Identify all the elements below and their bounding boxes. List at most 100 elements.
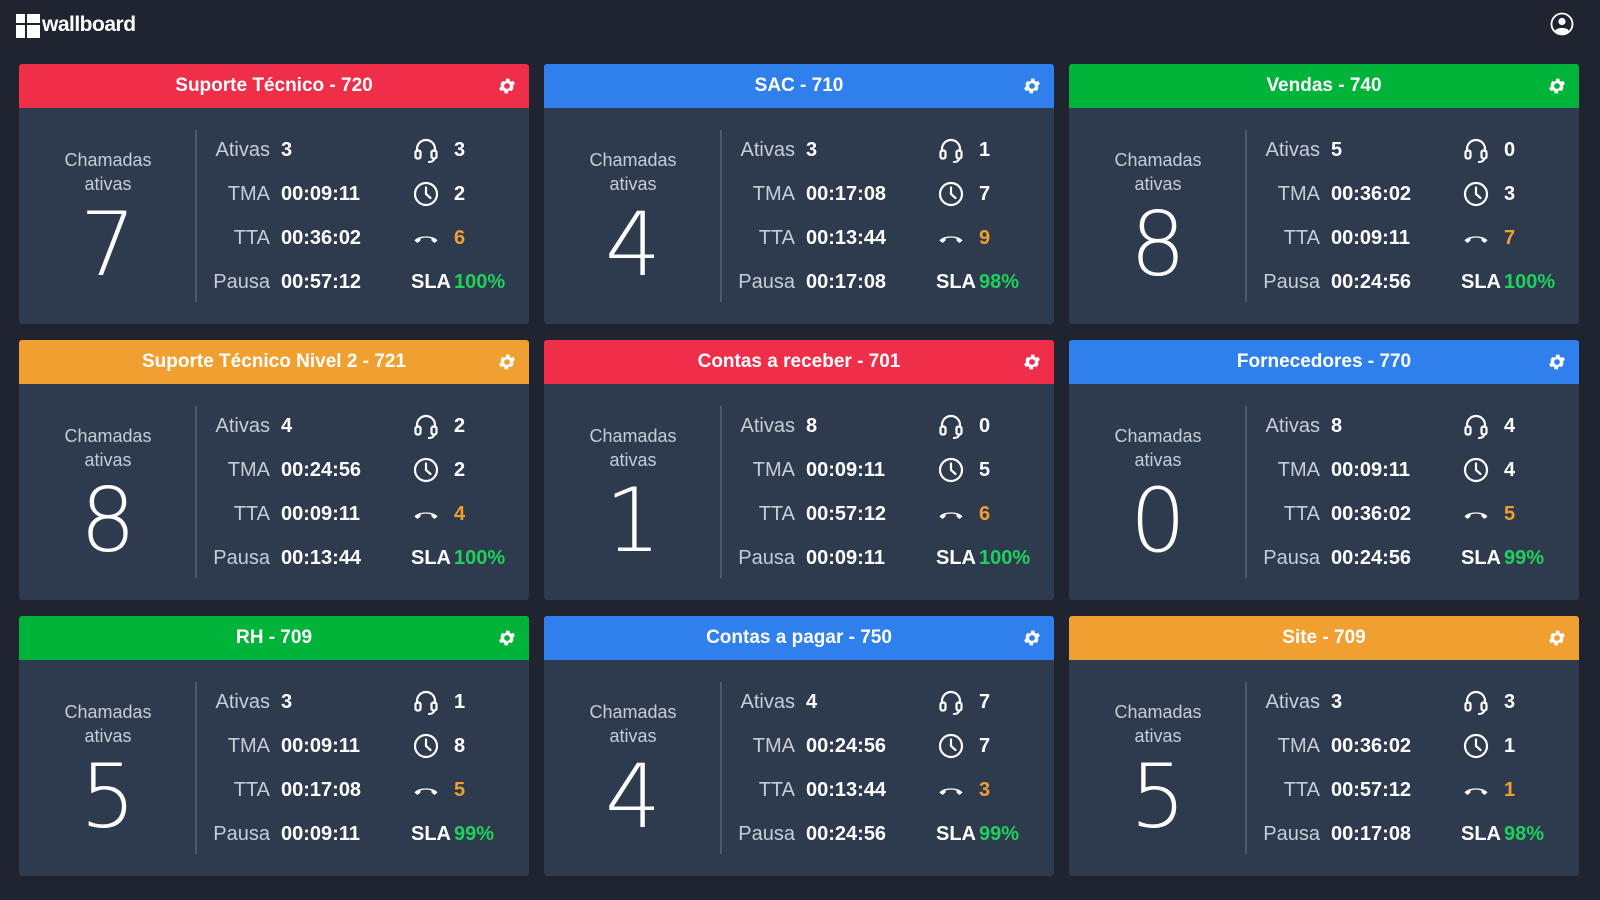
queue-card-header: Site - 709 bbox=[1069, 616, 1579, 660]
active-calls-count: 4 bbox=[605, 745, 661, 848]
sla-value: 99% bbox=[979, 823, 1020, 845]
active-calls-label-line1: Chamadas bbox=[1114, 702, 1202, 722]
tta-label: TTA bbox=[1283, 779, 1320, 801]
ativas-value: 8 bbox=[1331, 415, 1343, 437]
ativas-label: Ativas bbox=[215, 415, 270, 437]
tma-value: 00:09:11 bbox=[281, 183, 360, 205]
active-calls-label: Chamadas ativas bbox=[544, 700, 722, 748]
ativas-value: 8 bbox=[806, 415, 818, 437]
divider bbox=[195, 130, 197, 302]
ativas-label: Ativas bbox=[740, 691, 795, 713]
tma-label: TMA bbox=[752, 735, 795, 757]
queue-card-body: Chamadas ativas 8 Ativas 5 0 bbox=[1069, 108, 1579, 324]
ativas-value: 3 bbox=[281, 691, 293, 713]
phone-hangup-icon bbox=[414, 236, 438, 243]
ativas-label: Ativas bbox=[1265, 415, 1320, 437]
active-calls-label-line1: Chamadas bbox=[589, 426, 677, 446]
active-calls-count: 5 bbox=[80, 745, 136, 848]
tta-value: 00:57:12 bbox=[1331, 779, 1412, 801]
clock-icon bbox=[1463, 457, 1489, 483]
active-calls-panel: Chamadas ativas 8 bbox=[19, 384, 197, 600]
active-calls-label: Chamadas ativas bbox=[1069, 700, 1247, 748]
tta-label: TTA bbox=[1283, 227, 1320, 249]
gear-icon[interactable] bbox=[497, 76, 517, 96]
agents-count: 1 bbox=[454, 691, 466, 713]
gear-icon[interactable] bbox=[1022, 76, 1042, 96]
headset-icon bbox=[1464, 690, 1488, 715]
queue-card: Contas a receber - 701 Chamadas ativas 1… bbox=[544, 340, 1054, 600]
pausa-value: 00:09:11 bbox=[806, 547, 885, 569]
queue-title: Contas a receber - 701 bbox=[697, 351, 901, 372]
active-calls-label-line1: Chamadas bbox=[64, 702, 152, 722]
clock-icon bbox=[413, 733, 439, 759]
pausa-value: 00:24:56 bbox=[1331, 547, 1412, 569]
gear-icon[interactable] bbox=[1022, 352, 1042, 372]
queue-card-body: Chamadas ativas 4 Ativas 4 7 bbox=[544, 660, 1054, 876]
headset-icon bbox=[1464, 414, 1488, 439]
phone-hangup-icon bbox=[939, 236, 963, 243]
headset-icon bbox=[414, 138, 438, 163]
queue-title: Suporte Técnico - 720 bbox=[175, 75, 373, 96]
active-calls-label-line1: Chamadas bbox=[64, 426, 152, 446]
headset-icon bbox=[414, 690, 438, 715]
sla-value: 99% bbox=[454, 823, 495, 845]
gear-icon[interactable] bbox=[1547, 352, 1567, 372]
user-profile-button[interactable] bbox=[1550, 12, 1574, 36]
headset-icon bbox=[939, 690, 963, 715]
gear-icon[interactable] bbox=[497, 628, 517, 648]
divider bbox=[720, 682, 722, 854]
tma-label: TMA bbox=[1277, 735, 1320, 757]
pausa-label: Pausa bbox=[738, 271, 795, 293]
active-calls-panel: Chamadas ativas 5 bbox=[19, 660, 197, 876]
queue-card-header: RH - 709 bbox=[19, 616, 529, 660]
pausa-label: Pausa bbox=[738, 547, 795, 569]
tta-value: 00:17:08 bbox=[281, 779, 362, 801]
active-calls-label-line2: ativas bbox=[1134, 450, 1182, 470]
gear-icon[interactable] bbox=[1547, 628, 1567, 648]
app-logo[interactable]: wallboard bbox=[16, 12, 136, 38]
queue-title: Contas a pagar - 750 bbox=[706, 627, 892, 648]
active-calls-label: Chamadas ativas bbox=[19, 700, 197, 748]
ativas-value: 5 bbox=[1331, 139, 1343, 161]
queue-card-body: Chamadas ativas 8 Ativas 4 2 bbox=[19, 384, 529, 600]
ativas-value: 3 bbox=[281, 139, 293, 161]
sla-value: 98% bbox=[1504, 823, 1545, 845]
active-calls-panel: Chamadas ativas 0 bbox=[1069, 384, 1247, 600]
pausa-value: 00:24:56 bbox=[1331, 271, 1412, 293]
active-calls-label-line2: ativas bbox=[84, 726, 132, 746]
app-title: wallboard bbox=[42, 13, 136, 36]
queue-card-header: Contas a pagar - 750 bbox=[544, 616, 1054, 660]
active-calls-count: 0 bbox=[1130, 469, 1186, 572]
pausa-value: 00:09:11 bbox=[281, 823, 360, 845]
tma-value: 00:09:11 bbox=[281, 735, 360, 757]
queue-card-header: SAC - 710 bbox=[544, 64, 1054, 108]
tma-label: TMA bbox=[227, 459, 270, 481]
active-calls-count: 4 bbox=[605, 193, 661, 296]
tma-value: 00:36:02 bbox=[1331, 183, 1412, 205]
active-calls-label-line2: ativas bbox=[84, 174, 132, 194]
clock-icon bbox=[1463, 733, 1489, 759]
active-calls-count: 1 bbox=[605, 469, 661, 572]
active-calls-label-line2: ativas bbox=[1134, 726, 1182, 746]
sla-value: 100% bbox=[454, 547, 506, 569]
gear-icon[interactable] bbox=[1022, 628, 1042, 648]
queue-card-header: Suporte Técnico - 720 bbox=[19, 64, 529, 108]
sla-label: SLA bbox=[1461, 547, 1501, 569]
phone-hangup-icon bbox=[939, 512, 963, 519]
pausa-value: 00:17:08 bbox=[806, 271, 887, 293]
gear-icon[interactable] bbox=[1547, 76, 1567, 96]
active-calls-panel: Chamadas ativas 5 bbox=[1069, 660, 1247, 876]
active-calls-label: Chamadas ativas bbox=[19, 148, 197, 196]
divider bbox=[195, 682, 197, 854]
tta-value: 00:09:11 bbox=[281, 503, 360, 525]
agents-count: 4 bbox=[1504, 415, 1516, 437]
active-calls-label-line2: ativas bbox=[1134, 174, 1182, 194]
gear-icon[interactable] bbox=[497, 352, 517, 372]
agents-count: 0 bbox=[979, 415, 991, 437]
agents-count: 1 bbox=[979, 139, 991, 161]
sla-value: 100% bbox=[1504, 271, 1556, 293]
pausa-label: Pausa bbox=[1263, 547, 1320, 569]
phone-hangup-icon bbox=[414, 512, 438, 519]
queue-card-header: Vendas - 740 bbox=[1069, 64, 1579, 108]
ativas-label: Ativas bbox=[1265, 691, 1320, 713]
